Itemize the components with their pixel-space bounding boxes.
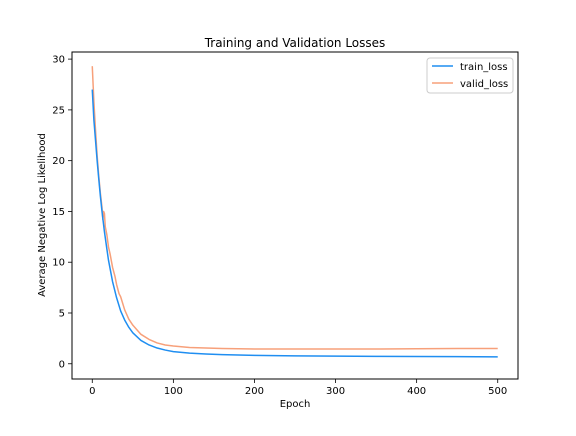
y-tick-label: 15 [52, 207, 65, 218]
x-tick-label: 100 [164, 386, 183, 397]
x-tick-label: 400 [407, 386, 426, 397]
y-tick-label: 5 [59, 308, 65, 319]
plot-area-frame [71, 51, 519, 380]
x-tick-label: 500 [488, 386, 507, 397]
series-group [91, 66, 498, 358]
x-tick-label: 0 [89, 386, 95, 397]
y-tick-label: 10 [52, 258, 65, 269]
y-tick-label: 25 [52, 105, 65, 116]
x-axis-label: Epoch [280, 399, 311, 410]
legend-label-train-loss: train_loss [460, 62, 508, 73]
series-line-train-loss [91, 89, 498, 358]
y-axis: 0 5 10 15 20 25 30 [52, 55, 72, 370]
legend: train_loss valid_loss [426, 57, 514, 94]
chart-title: Training and Validation Losses [204, 36, 386, 50]
y-tick-label: 20 [52, 156, 65, 167]
y-axis-label: Average Negative Log Likelihood [37, 133, 48, 297]
y-tick-label: 0 [59, 359, 65, 370]
x-axis: 0 100 200 300 400 500 [89, 379, 507, 397]
x-tick-label: 200 [245, 386, 264, 397]
x-tick-label: 300 [326, 386, 345, 397]
legend-label-valid-loss: valid_loss [460, 79, 508, 90]
y-tick-label: 30 [52, 55, 65, 66]
